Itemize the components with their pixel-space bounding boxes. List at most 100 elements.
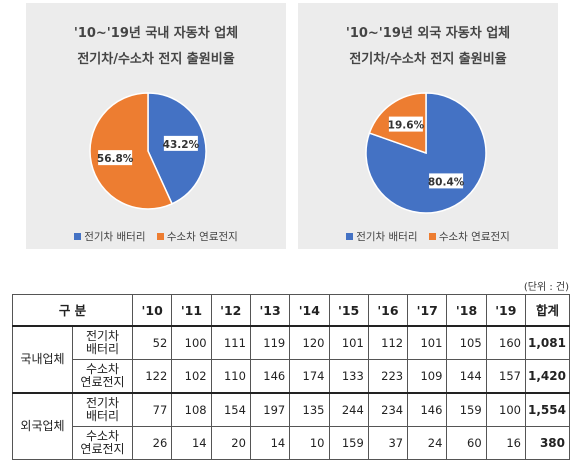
table-cell: 101 [407, 325, 448, 361]
legend-item: 전기차 배터리 [74, 229, 146, 244]
data-label-box [98, 150, 133, 166]
table-row: 수소차 연료전지 26 14 20 14 10 159 37 24 60 16 3… [13, 426, 570, 460]
table-cell: 102 [171, 359, 212, 394]
legend-label: 전기차 배터리 [356, 231, 418, 243]
data-label-box [429, 173, 464, 189]
header-year: '10 [132, 294, 173, 327]
legend-item: 전기차 배터리 [346, 229, 418, 244]
table-cell: 234 [367, 392, 409, 428]
legend-swatch [428, 233, 436, 240]
header-year: '16 [367, 294, 409, 327]
row-group-label: 국내업체 [12, 325, 73, 394]
total-cell: 1,081 [525, 325, 570, 361]
table-cell: 14 [249, 426, 291, 460]
chart-title: '10~'19년 국내 자동차 업체 전기차/수소차 전지 출원비율 [26, 21, 286, 73]
table-cell: 37 [367, 426, 409, 460]
table-row: 국내업체 전기차 배터리 52 100 111 119 120 101 112 1… [12, 325, 570, 394]
header-year: '18 [446, 294, 487, 327]
header-year: '13 [249, 294, 291, 327]
table-cell: 154 [210, 392, 251, 428]
pie-svg: 80.4% 19.6% [365, 92, 487, 214]
pie-svg: 43.2% 56.8% [89, 92, 207, 210]
row-type-label: 수소차 연료전지 [71, 426, 134, 460]
table-cell: 244 [328, 392, 369, 428]
table-cell: 60 [446, 426, 487, 460]
table-cell: 26 [132, 426, 173, 460]
type-line1: 전기차 [85, 396, 120, 411]
chart-title-line2: 전기차/수소차 전지 출원비율 [349, 52, 507, 67]
foreign-pie-chart: '10~'19년 외국 자동차 업체 전기차/수소차 전지 출원비율 80.4%… [298, 3, 558, 249]
type-line1: 전기차 [85, 329, 120, 343]
row-type-label: 수소차 연료전지 [71, 359, 134, 394]
table-cell: 20 [210, 426, 251, 460]
type-line2: 연료전지 [80, 442, 125, 457]
table-cell: 160 [485, 325, 527, 361]
table-cell: 77 [132, 392, 173, 428]
legend-swatch [74, 233, 82, 240]
data-label-box [163, 135, 198, 151]
table-cell: 122 [132, 359, 173, 394]
type-line2: 연료전지 [80, 375, 125, 390]
table-cell: 120 [289, 325, 330, 361]
table-row: 외국업체 전기차 배터리 77 108 154 197 135 244 234 1… [12, 392, 570, 461]
row-type-label: 전기차 배터리 [71, 325, 134, 361]
legend-item: 수소차 연료전지 [428, 229, 510, 244]
table-cell: 159 [328, 426, 369, 460]
row-group-label: 외국업체 [12, 392, 73, 461]
table-cell: 144 [446, 359, 487, 394]
chart-legend: 전기차 배터리 수소차 연료전지 [298, 229, 558, 244]
table-cell: 135 [289, 392, 330, 428]
table-cell: 108 [171, 392, 212, 428]
header-year: '11 [171, 294, 212, 327]
table-cell: 14 [171, 426, 212, 460]
header-year: '19 [485, 294, 527, 327]
type-line2: 배터리 [85, 342, 120, 356]
table-cell: 112 [367, 325, 409, 361]
chart-legend: 전기차 배터리 수소차 연료전지 [26, 229, 286, 244]
table-cell: 174 [289, 359, 330, 394]
table-row: 수소차 연료전지 122 102 110 146 174 133 223 109 … [13, 359, 570, 394]
table-header-row: 구 분 '10 '11 '12 '13 '14 '15 '16 '17 '18 … [11, 294, 570, 327]
type-line1: 수소차 [85, 362, 120, 377]
header-year: '15 [328, 294, 369, 327]
chart-title-line1: '10~'19년 국내 자동차 업체 [73, 26, 239, 41]
data-label: 80.4% [428, 176, 465, 188]
type-line2: 배터리 [85, 409, 120, 424]
total-cell: 380 [525, 426, 570, 460]
header-year: '14 [289, 294, 330, 327]
table-cell: 119 [249, 325, 291, 361]
data-label: 56.8% [97, 153, 134, 165]
table-cell: 159 [446, 392, 487, 428]
table-cell: 109 [407, 359, 448, 394]
table-cell: 111 [210, 325, 251, 361]
table-cell: 10 [289, 426, 330, 460]
data-label: 19.6% [388, 120, 425, 132]
legend-swatch [346, 233, 354, 240]
data-label: 43.2% [163, 139, 200, 151]
chart-title-line1: '10~'19년 외국 자동차 업체 [345, 26, 511, 41]
table-cell: 110 [210, 359, 251, 394]
table-cell: 223 [367, 359, 409, 394]
table-cell: 146 [249, 359, 291, 394]
chart-title-line2: 전기차/수소차 전지 출원비율 [77, 52, 235, 67]
header-year: '17 [407, 294, 448, 327]
header-category: 구 분 [11, 294, 134, 327]
legend-item: 수소차 연료전지 [156, 229, 238, 244]
total-cell: 1,420 [525, 359, 570, 394]
table-cell: 157 [485, 359, 527, 394]
table-cell: 100 [485, 392, 527, 428]
table-cell: 146 [407, 392, 448, 428]
data-label-box [388, 116, 423, 132]
table-cell: 16 [485, 426, 527, 460]
legend-label: 수소차 연료전지 [166, 231, 238, 243]
header-total: 합계 [525, 294, 570, 327]
table-cell: 105 [446, 325, 487, 361]
table-cell: 24 [407, 426, 448, 460]
table-cell: 100 [171, 325, 212, 361]
table-cell: 197 [249, 392, 291, 428]
patent-count-table: 구 분 '10 '11 '12 '13 '14 '15 '16 '17 '18 … [11, 294, 570, 461]
legend-swatch [156, 233, 164, 240]
header-year: '12 [210, 294, 251, 327]
legend-label: 전기차 배터리 [84, 231, 146, 243]
unit-label: (단위 : 건) [523, 282, 569, 293]
